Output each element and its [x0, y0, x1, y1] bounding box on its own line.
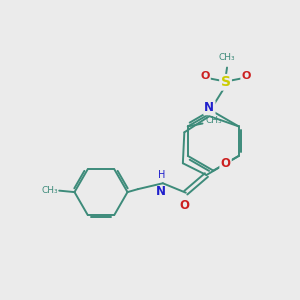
Text: S: S — [220, 75, 231, 89]
Text: N: N — [156, 185, 167, 198]
Text: CH₃: CH₃ — [206, 116, 222, 125]
Text: O: O — [200, 70, 210, 80]
Text: O: O — [179, 199, 189, 212]
Text: H: H — [158, 170, 165, 180]
Text: O: O — [220, 158, 231, 170]
Text: CH₃: CH₃ — [219, 53, 235, 62]
Text: CH₃: CH₃ — [41, 186, 58, 195]
Text: O: O — [242, 70, 251, 80]
Text: N: N — [204, 101, 214, 114]
